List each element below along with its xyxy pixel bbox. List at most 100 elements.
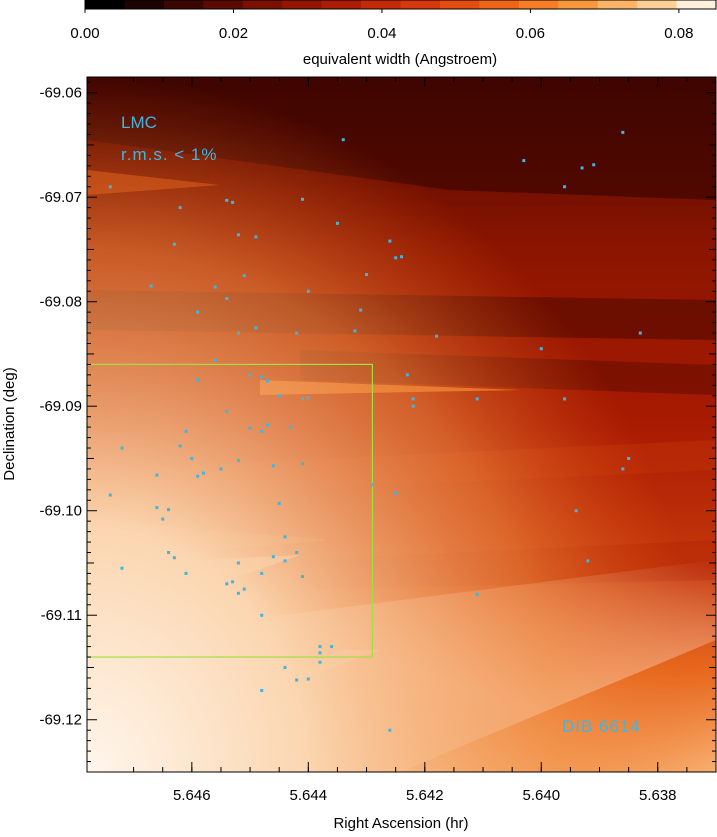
star-marker xyxy=(330,645,334,649)
star-marker xyxy=(353,329,357,333)
star-marker xyxy=(289,425,293,429)
annotation-lmc: LMC xyxy=(121,113,157,132)
star-marker xyxy=(236,459,240,463)
x-tick-label: 5.644 xyxy=(290,787,328,804)
star-marker xyxy=(184,571,188,575)
star-marker xyxy=(563,185,567,189)
star-marker xyxy=(236,591,240,595)
star-marker xyxy=(318,651,322,655)
star-marker xyxy=(260,429,264,433)
star-marker xyxy=(394,491,398,495)
star-marker xyxy=(405,373,409,377)
y-tick-label: -69.12 xyxy=(39,712,82,729)
star-marker xyxy=(563,397,567,401)
star-marker xyxy=(475,397,479,401)
star-marker xyxy=(225,409,229,413)
star-marker xyxy=(225,297,229,301)
annotation-dib: DIB 6614 xyxy=(562,717,641,736)
star-marker xyxy=(213,358,217,362)
star-marker xyxy=(306,289,310,293)
star-marker xyxy=(283,535,287,539)
star-marker xyxy=(161,517,165,521)
y-tick-label: -69.11 xyxy=(41,607,82,624)
colorbar-segment xyxy=(242,0,283,9)
star-marker xyxy=(248,426,252,430)
star-marker xyxy=(335,221,339,225)
star-marker xyxy=(365,273,369,277)
colorbar-frame xyxy=(84,0,717,10)
colorbar-segment xyxy=(479,0,520,9)
star-marker xyxy=(242,274,246,278)
star-marker xyxy=(266,379,270,383)
y-tick-label: -69.10 xyxy=(39,503,82,520)
star-marker xyxy=(411,404,415,408)
star-marker xyxy=(260,688,264,692)
star-marker xyxy=(231,200,235,204)
star-marker xyxy=(580,166,584,170)
y-tick-label: -69.06 xyxy=(39,85,82,102)
stars xyxy=(108,130,642,732)
star-marker xyxy=(277,501,281,505)
star-marker xyxy=(155,506,159,510)
star-marker xyxy=(225,582,229,586)
star-marker xyxy=(306,677,310,681)
star-marker xyxy=(120,566,124,570)
colorbar-segment xyxy=(597,0,638,9)
x-tick-label: 5.638 xyxy=(639,787,677,804)
star-marker xyxy=(196,310,200,314)
colorbar-segment xyxy=(361,0,401,9)
y-axis: -69.06 -69.07 -69.08 -69.09 -69.10 -69.11 -69.… xyxy=(39,81,716,773)
star-marker xyxy=(388,239,392,243)
star-marker xyxy=(522,159,526,163)
star-marker xyxy=(271,555,275,559)
star-marker xyxy=(260,613,264,617)
colorbar-segment xyxy=(676,0,717,9)
colorbar-segment xyxy=(203,0,244,9)
star-marker xyxy=(394,256,398,260)
star-marker xyxy=(167,508,171,512)
colorbar xyxy=(84,0,717,10)
y-axis-label: Declination (deg) xyxy=(1,367,18,480)
star-marker xyxy=(318,645,322,649)
annotation-rms: r.m.s. < 1% xyxy=(121,145,218,164)
colorbar-segment xyxy=(163,0,204,9)
star-marker xyxy=(248,373,252,377)
star-marker xyxy=(108,185,112,189)
plot-frame xyxy=(86,76,717,773)
star-marker xyxy=(300,575,304,579)
colorbar-segment xyxy=(321,0,362,9)
star-marker xyxy=(370,483,374,487)
star-marker xyxy=(621,130,625,134)
x-axis: 5.646 5.644 5.642 5.640 5.638 xyxy=(133,77,688,804)
star-marker xyxy=(388,728,392,732)
x-tick-label: 5.646 xyxy=(173,787,211,804)
star-marker xyxy=(149,284,153,288)
star-marker xyxy=(266,423,270,427)
colorbar-segment xyxy=(518,0,559,9)
star-marker xyxy=(475,592,479,596)
y-tick-label: -69.08 xyxy=(39,294,82,311)
star-marker xyxy=(271,464,275,468)
star-marker xyxy=(242,587,246,591)
star-marker xyxy=(411,397,415,401)
x-tick-label: 5.642 xyxy=(406,787,444,804)
star-marker xyxy=(295,551,299,555)
star-marker xyxy=(219,467,223,471)
colorbar-tick-label: 0.06 xyxy=(516,25,545,42)
star-marker xyxy=(539,347,543,351)
x-axis-label: Right Ascension (hr) xyxy=(333,815,468,832)
x-tick-label: 5.640 xyxy=(523,787,561,804)
star-marker xyxy=(201,471,205,475)
colorbar-tick-label: 0.00 xyxy=(70,25,99,42)
star-marker xyxy=(254,235,258,239)
colorbar-segment xyxy=(124,0,165,9)
star-marker xyxy=(638,331,642,335)
star-marker xyxy=(400,255,403,259)
star-marker xyxy=(120,446,124,450)
star-marker xyxy=(172,556,176,560)
star-marker xyxy=(231,580,235,584)
colorbar-segment xyxy=(85,0,125,9)
colorbar-segment xyxy=(637,0,678,9)
star-marker xyxy=(283,559,287,563)
colorbar-tick-label: 0.08 xyxy=(664,25,693,42)
